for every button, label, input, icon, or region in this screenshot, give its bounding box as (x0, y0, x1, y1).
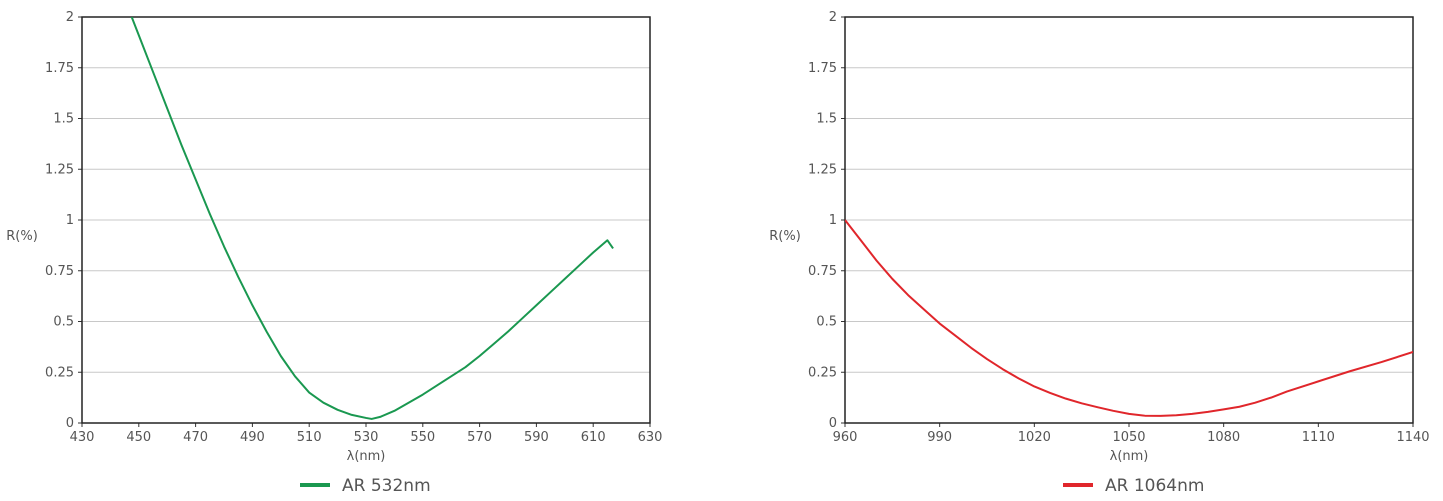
chart-2: 0 0.25 0.5 0.75 1 1.25 1.5 1.75 2 960 990 1020 1050 1… (769, 10, 1429, 496)
x-tick-label: 530 (354, 430, 379, 445)
x-tick-label: 430 (70, 430, 95, 445)
x-tick-label: 960 (833, 430, 858, 445)
x-tick-label: 470 (183, 430, 208, 445)
x-tick-label: 570 (467, 430, 492, 445)
x-tick-label: 1140 (1396, 430, 1429, 445)
y-tick-label: 1 (66, 213, 74, 228)
legend-label: AR 532nm (342, 476, 431, 496)
y-tick-label: 1.75 (45, 61, 74, 76)
x-tick-label: 1080 (1207, 430, 1240, 445)
y-tick-label: 1.5 (816, 112, 837, 127)
x-axis-label: λ(nm) (1110, 449, 1149, 464)
y-tick-label: 0.75 (45, 264, 74, 279)
y-tick-label: 1.5 (53, 112, 74, 127)
x-tick-label: 490 (240, 430, 265, 445)
y-tick-label: 0.5 (816, 315, 837, 330)
y-tick-label: 0.75 (808, 264, 837, 279)
y-tick-label: 1.25 (45, 162, 74, 177)
plot-frame (81, 16, 651, 424)
legend-label: AR 1064nm (1105, 476, 1204, 496)
y-tick-label: 1.25 (808, 162, 837, 177)
series-line-ar-532nm (130, 17, 614, 420)
y-tick-label: 1.75 (808, 61, 837, 76)
x-tick-label: 1110 (1302, 430, 1335, 445)
y-tick-label: 2 (66, 10, 74, 25)
chart-1: 0 0.25 0.5 0.75 1 1.25 1.5 1.75 2 430 450 470 490 510… (6, 10, 662, 496)
x-tick-label: 630 (638, 430, 663, 445)
x-tick-label: 1020 (1018, 430, 1051, 445)
y-tick-label: 0.25 (45, 365, 74, 380)
y-tick-label: 1 (829, 213, 837, 228)
x-axis-label: λ(nm) (347, 449, 386, 464)
x-tick-label: 990 (927, 430, 952, 445)
x-tick-label: 510 (297, 430, 322, 445)
x-tick-label: 550 (410, 430, 435, 445)
y-axis-label: R(%) (769, 229, 801, 244)
y-tick-label: 0 (829, 416, 837, 431)
y-axis-label: R(%) (6, 229, 38, 244)
x-tick-label: 1050 (1112, 430, 1145, 445)
y-tick-label: 0 (66, 416, 74, 431)
x-tick-label: 610 (581, 430, 606, 445)
x-tick-label: 450 (126, 430, 151, 445)
series-line-ar-1064nm (845, 219, 1413, 417)
y-tick-label: 2 (829, 10, 837, 25)
x-tick-label: 590 (524, 430, 549, 445)
y-tick-label: 0.5 (53, 315, 74, 330)
y-tick-label: 0.25 (808, 365, 837, 380)
